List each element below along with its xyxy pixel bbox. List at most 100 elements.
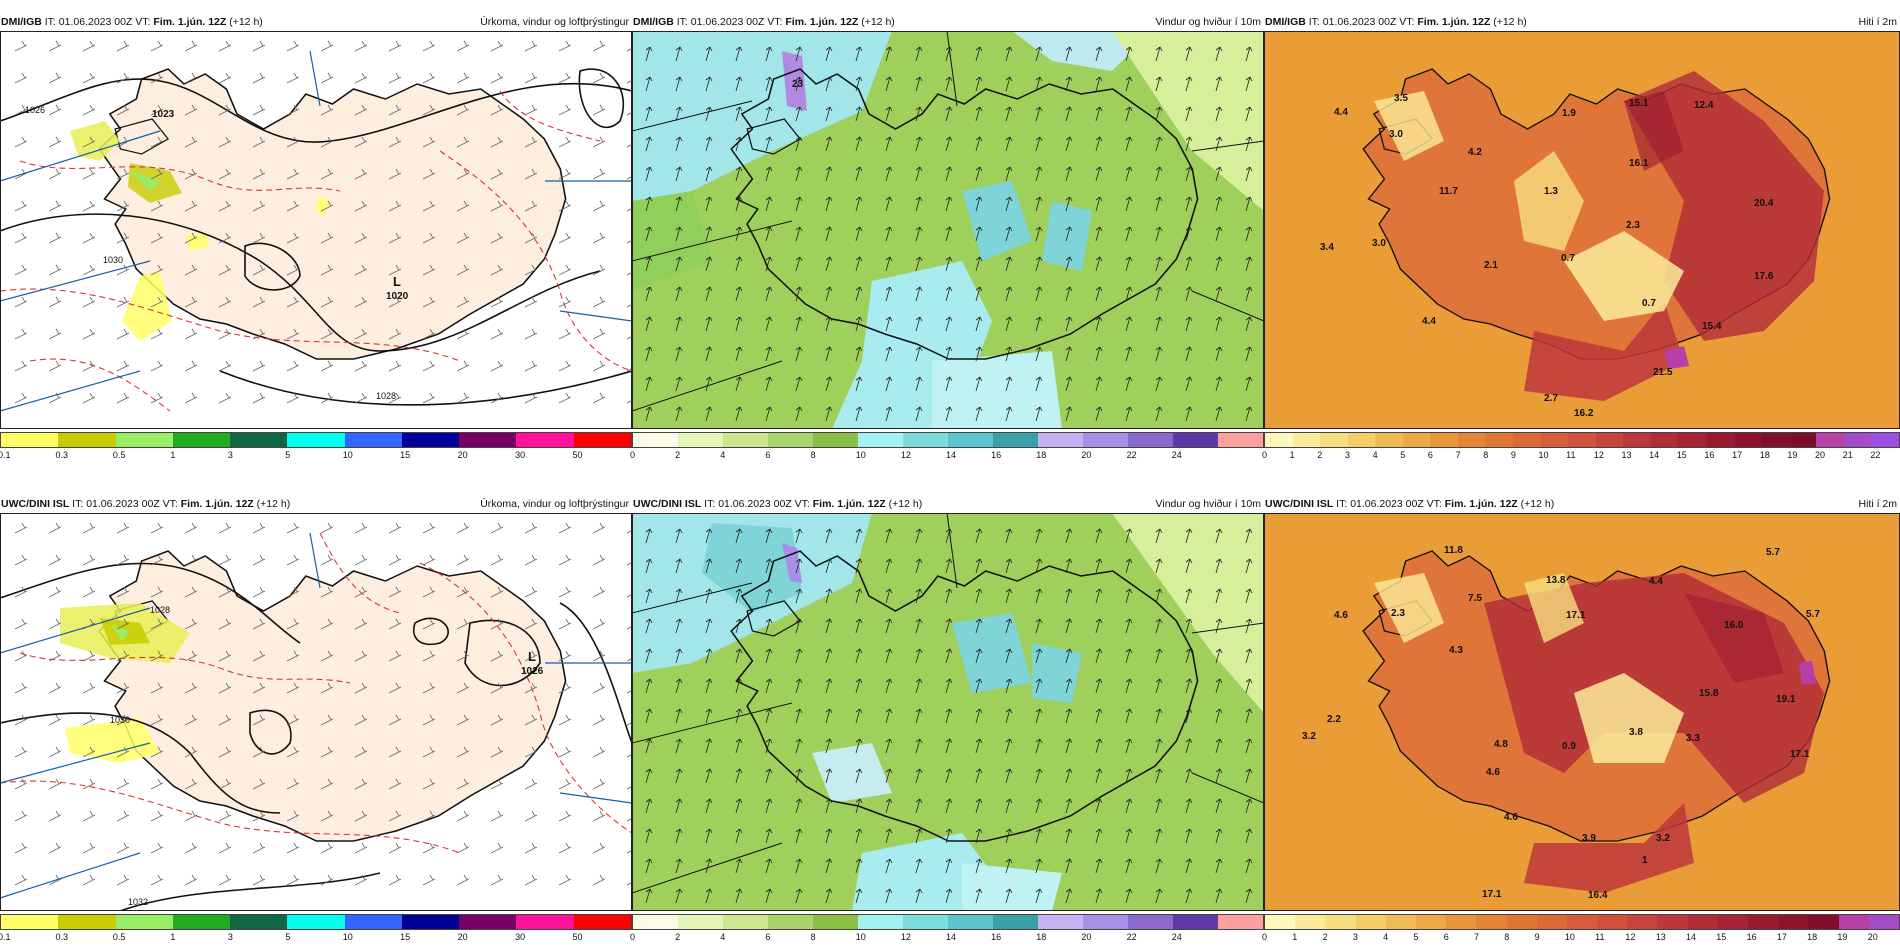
init-time: 01.06.2023 00Z (690, 16, 765, 28)
colorbar-cell (1687, 915, 1718, 929)
colorbar-cell (1678, 433, 1706, 447)
isobar-label: 1030 (110, 715, 130, 725)
colorbar-cells (632, 914, 1264, 930)
panel-header: UWC/DINI ISL IT: 01.06.2023 00Z VT: Fim.… (0, 496, 632, 512)
temperature-value: 2.3 (1391, 608, 1405, 619)
colorbar-cell (401, 433, 460, 447)
colorbar-cell (516, 433, 574, 447)
colorbar-cell (1265, 433, 1293, 447)
wind-barbs (14, 40, 632, 404)
colorbar-tick-label: 20 (1081, 932, 1092, 942)
isobar-label: 1030 (103, 255, 123, 265)
colorbar-cell (1415, 915, 1447, 929)
colorbar-cell (1083, 915, 1128, 929)
colorbar-tick-label: 30 (515, 450, 526, 460)
colorbar-tick-label: 20 (457, 932, 468, 942)
panel-uwc-temp: UWC/DINI ISL IT: 01.06.2023 00Z VT: Fim.… (1262, 496, 1900, 946)
colorbar-tick-label: 13 (1621, 450, 1632, 460)
colorbar-tick-label: 5 (1400, 450, 1406, 460)
pressure-low-label: L (528, 649, 536, 664)
colorbar-cell (1385, 915, 1416, 929)
colorbar-tick-label: 8 (810, 932, 816, 942)
map-temp-dmi: 4.4 3.5 3.0 4.2 1.9 15.1 12.4 1.3 16.1 11.7 20.4 3.… (1264, 31, 1900, 429)
temperature-labels: 11.8 5.74.6 2.37.513.8 4.417.116.05.74.315.… (1302, 545, 1820, 901)
temperature-value: 4.4 (1649, 576, 1663, 587)
colorbar-tick-label: 0 (630, 932, 636, 942)
colorbar-cell (858, 915, 903, 929)
colorbar-temp: 0 1 2 3 4 5 6 7 8 9 10 11 12 13 14 15 16 17 18 19 20 21 22 (1262, 432, 1900, 462)
colorbar-tick-label: 11 (1566, 450, 1576, 460)
panel-header: UWC/DINI ISL IT: 01.06.2023 00Z VT: Fim.… (1264, 496, 1900, 512)
wind-arrows (645, 46, 1253, 422)
colorbar-tick-label: 15 (400, 450, 411, 460)
colorbar-tick-label: 5 (285, 450, 291, 460)
map-wind-dmi: 23 (632, 31, 1264, 429)
colorbar-cell (1706, 433, 1734, 447)
colorbar-cell (58, 915, 116, 929)
colorbar-tick-label: 8 (1504, 932, 1510, 942)
lead-time: (+12 h) (1493, 16, 1527, 28)
temperature-value: 16.0 (1724, 620, 1744, 631)
it-label: IT: (1308, 16, 1320, 28)
colorbar-cell (1128, 433, 1173, 447)
temperature-value: 17.6 (1754, 271, 1774, 282)
pressure-label: 1023 (152, 109, 175, 120)
temperature-value: 0.9 (1562, 741, 1576, 752)
it-label: IT: (1336, 498, 1348, 510)
colorbar-tick-label: 22 (1870, 450, 1881, 460)
colorbar-tick-label: 4 (1383, 932, 1389, 942)
colorbar-tick-label: 0 (1262, 450, 1268, 460)
colorbar-tick-label: 21 (1842, 450, 1853, 460)
variable-title: Vindur og hviður í 10m (1155, 16, 1261, 28)
colorbar-cell (858, 433, 903, 447)
map-area: 11.8 5.7 4.6 2.3 7.5 13.8 4.4 17.1 16.0 5.7 4.3 15.… (1264, 513, 1900, 911)
temperature-value: 4.4 (1334, 107, 1348, 118)
model-name: UWC/DINI ISL (1, 498, 70, 510)
colorbar-tick-label: 19 (1787, 450, 1798, 460)
colorbar-tick-label: 10 (1538, 450, 1549, 460)
colorbar-cell (344, 915, 402, 929)
colorbar-tick-label: 50 (572, 932, 583, 942)
colorbar-cell (401, 915, 460, 929)
colorbar-tick-label: 30 (515, 932, 526, 942)
colorbar-cell (768, 915, 813, 929)
temperature-value: 3.4 (1320, 242, 1334, 253)
colorbar-cell (1430, 433, 1458, 447)
vt-label: VT: (135, 16, 151, 28)
colorbar-cell (1597, 915, 1628, 929)
temperature-value: 4.4 (1422, 316, 1436, 327)
pressure-low-label: L (393, 274, 401, 289)
temperature-value: 3.2 (1302, 731, 1316, 742)
variable-title: Hiti í 2m (1858, 498, 1897, 510)
vt-label: VT: (1399, 16, 1415, 28)
map-area: 4.4 3.5 3.0 4.2 1.9 15.1 12.4 1.3 16.1 11.7 20.4 3.… (1264, 31, 1900, 429)
colorbar-cell (1218, 433, 1263, 447)
temperature-value: 4.6 (1486, 767, 1500, 778)
colorbar-tick-label: 13 (1655, 932, 1666, 942)
colorbar-tick-label: 1 (1289, 450, 1295, 460)
colorbar-tick-label: 15 (1716, 932, 1727, 942)
it-label: IT: (44, 16, 56, 28)
colorbar-cell (1816, 433, 1844, 447)
temperature-value: 21.5 (1653, 367, 1673, 378)
colorbar-tick-label: 3 (1344, 450, 1350, 460)
colorbar-cell (573, 433, 631, 447)
colorbar-tick-label: 22 (1126, 932, 1137, 942)
vt-label: VT: (1426, 498, 1442, 510)
temperature-value: 2.1 (1484, 260, 1498, 271)
temperature-value: 1 (1642, 855, 1648, 866)
colorbar-cell (287, 915, 345, 929)
colorbar-cell (1540, 433, 1569, 447)
colorbar-cell (230, 915, 288, 929)
panel-dmi-precip: DMI/IGB IT: 01.06.2023 00Z VT: Fim. 1.jú… (0, 14, 632, 464)
temperature-value: 4.3 (1449, 645, 1463, 656)
colorbar-cell (1173, 915, 1218, 929)
colorbar-cell (1402, 433, 1431, 447)
colorbar-tick-label: 0.1 (0, 932, 11, 942)
map-area: L 1026 1028 1030 1032 (0, 513, 632, 911)
grid-lines (632, 31, 1264, 412)
colorbar-cell (813, 433, 858, 447)
colorbar-ticks: 0.1 0.3 0.5 1 3 5 10 15 20 30 50 (0, 448, 632, 462)
colorbar-tick-label: 15 (400, 932, 411, 942)
colorbar-cell (1128, 915, 1173, 929)
